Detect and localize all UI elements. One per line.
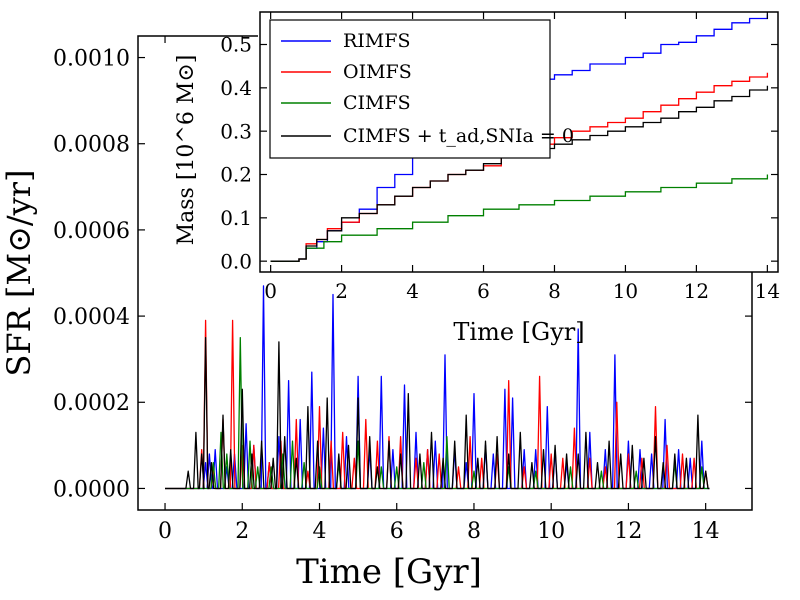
mass-x-tick-label: 14 <box>755 279 780 303</box>
mass-x-tick-label: 8 <box>548 279 561 303</box>
sfr-x-tick-label: 2 <box>235 519 249 544</box>
mass-x-tick-label: 6 <box>477 279 490 303</box>
mass-series-cimfs <box>270 174 769 262</box>
mass-y-tick-label: 0.0 <box>220 249 252 273</box>
mass-x-tick-label: 2 <box>335 279 348 303</box>
sfr-ticks: 0 2 4 6 8 10 12 140.00000.00020.00040.00060.000… <box>53 36 752 544</box>
mass-y-axis-title: Mass [10^6 M⊙] <box>174 55 199 246</box>
sfr-x-tick-label: 4 <box>312 519 326 544</box>
sfr-y-tick-label: 0.0006 <box>53 219 130 244</box>
sfr-series-cimfs-t-ad-snia-0 <box>165 336 710 490</box>
mass-y-tick-label: 0.2 <box>220 163 252 187</box>
mass-x-axis-title: Time [Gyr] <box>453 318 584 346</box>
legend-box <box>269 19 551 159</box>
mass-x-tick-label: 10 <box>613 279 638 303</box>
sfr-y-tick-label: 0.0004 <box>53 305 130 330</box>
legend-label-oimfs: OIMFS <box>343 61 412 83</box>
sfr-y-tick-label: 0.0002 <box>53 391 130 416</box>
sfr-x-tick-label: 8 <box>467 519 481 544</box>
mass-y-tick-label: 0.1 <box>220 206 252 230</box>
sfr-x-tick-label: 10 <box>537 519 565 544</box>
sfr-series-group <box>165 285 710 490</box>
sfr-y-axis-title: SFR [M⊙/yr] <box>0 169 38 376</box>
mass-x-tick-label: 12 <box>684 279 709 303</box>
mass-ticks: 0 2 4 6 8 10 12 14 0.0 0.1 0.2 0.3 0.4 0.5 <box>220 12 780 303</box>
sfr-x-axis-title: Time [Gyr] <box>296 552 482 592</box>
sfr-x-tick-label: 0 <box>158 519 172 544</box>
mass-y-tick-label: 0.5 <box>220 33 252 57</box>
sfr-y-tick-label: 0.0000 <box>53 477 130 502</box>
sfr-x-tick-label: 14 <box>692 519 720 544</box>
legend-label-rimfs: RIMFS <box>343 30 410 52</box>
sfr-x-tick-label: 6 <box>390 519 404 544</box>
mass-y-tick-label: 0.4 <box>220 76 252 100</box>
legend: RIMFS OIMFS CIMFS CIMFS + t_ad,SNIa = 0 <box>269 19 574 159</box>
mass-y-tick-label: 0.3 <box>220 119 252 143</box>
mass-x-tick-label: 0 <box>264 279 277 303</box>
sfr-x-tick-label: 12 <box>614 519 642 544</box>
mass-axes-frame <box>259 11 779 273</box>
mass-inset-plot: 0 2 4 6 8 10 12 14 0.0 0.1 0.2 0.3 0.4 0.5 Time [Gyr]… <box>174 11 780 346</box>
legend-label-cimfs: CIMFS <box>343 92 411 114</box>
mass-x-tick-label: 4 <box>406 279 419 303</box>
sfr-y-tick-label: 0.0010 <box>53 46 130 71</box>
sfr-y-tick-label: 0.0008 <box>53 133 130 158</box>
legend-label-cimfs-tad: CIMFS + t_ad,SNIa = 0 <box>343 125 574 147</box>
